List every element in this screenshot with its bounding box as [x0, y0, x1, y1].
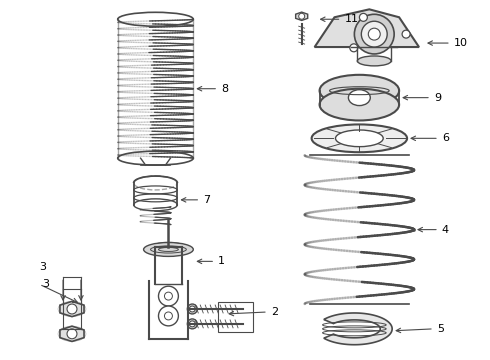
Ellipse shape — [151, 243, 186, 252]
Text: 10: 10 — [454, 38, 468, 48]
Text: 3: 3 — [42, 279, 49, 289]
Circle shape — [189, 321, 196, 327]
Ellipse shape — [319, 89, 399, 121]
Circle shape — [354, 14, 394, 54]
Polygon shape — [295, 12, 308, 21]
Circle shape — [67, 329, 77, 339]
Circle shape — [350, 44, 358, 52]
Ellipse shape — [187, 319, 197, 329]
Text: 9: 9 — [434, 93, 441, 103]
Text: 8: 8 — [221, 84, 228, 94]
Text: 2: 2 — [271, 307, 278, 317]
Text: 5: 5 — [437, 324, 444, 334]
Ellipse shape — [319, 75, 399, 107]
Ellipse shape — [144, 243, 193, 256]
Polygon shape — [315, 9, 419, 47]
Circle shape — [402, 30, 410, 38]
Text: 11: 11 — [344, 14, 358, 24]
Polygon shape — [60, 301, 84, 317]
Ellipse shape — [312, 125, 407, 152]
Bar — [218, 302, 253, 332]
Text: 3: 3 — [39, 262, 46, 272]
Ellipse shape — [357, 56, 391, 66]
Text: 1: 1 — [218, 256, 225, 266]
Text: 7: 7 — [203, 195, 210, 205]
Circle shape — [158, 286, 178, 306]
Circle shape — [359, 13, 368, 21]
Circle shape — [368, 28, 380, 40]
Polygon shape — [324, 313, 392, 345]
Ellipse shape — [187, 304, 197, 314]
Text: 6: 6 — [442, 133, 449, 143]
Circle shape — [67, 304, 77, 314]
Text: 4: 4 — [442, 225, 449, 235]
Ellipse shape — [348, 90, 370, 105]
Ellipse shape — [336, 130, 383, 147]
Circle shape — [361, 21, 387, 47]
Polygon shape — [60, 326, 84, 341]
Circle shape — [299, 13, 305, 19]
Circle shape — [158, 306, 178, 326]
Circle shape — [189, 306, 196, 312]
